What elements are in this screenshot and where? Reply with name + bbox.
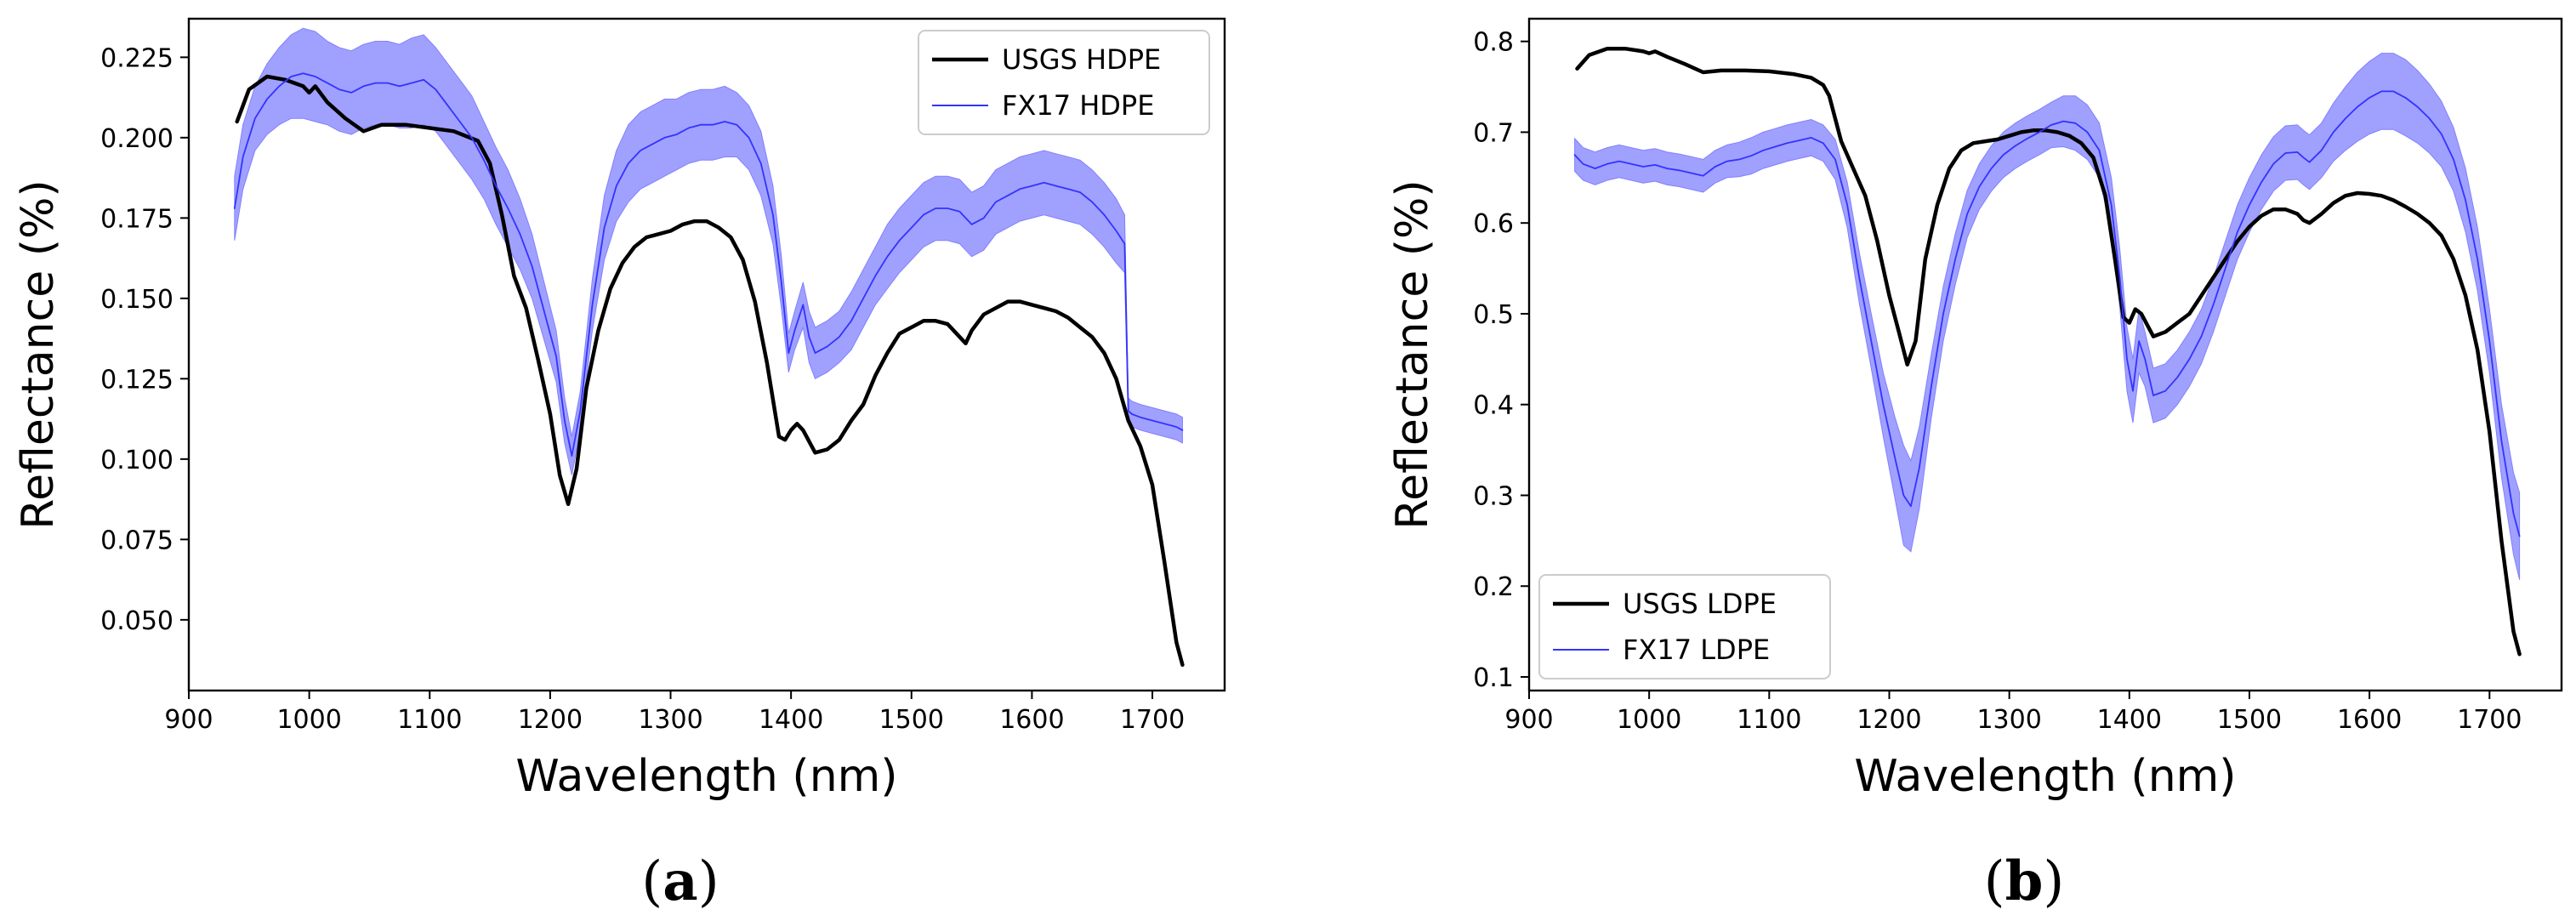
x-tick-label: 1200 <box>1857 705 1921 735</box>
x-tick-label: 1600 <box>2337 705 2402 735</box>
y-tick-label: 0.150 <box>100 285 173 315</box>
x-tick-label: 900 <box>1504 705 1553 735</box>
x-axis-label-a: Wavelength (nm) <box>515 751 897 802</box>
fx17-band-layer-b <box>1574 53 2521 580</box>
chart-panel-a: 900 1000 1100 1200 1300 1400 1500 1600 1700 0.05… <box>13 17 1226 913</box>
x-tick-label: 900 <box>164 705 213 735</box>
axes-frame-a <box>187 17 1226 692</box>
y-axis-label-a: Reflectance (%) <box>13 179 64 529</box>
x-tick-label: 1300 <box>638 705 702 735</box>
y-tick-label: 0.8 <box>1473 28 1514 58</box>
legend-a: USGS HDPE FX17 HDPE <box>918 30 1210 135</box>
legend-label-fx17-hdpe: FX17 HDPE <box>1002 89 1154 122</box>
legend-label-usgs-ldpe: USGS LDPE <box>1623 588 1777 620</box>
x-tick-label: 1600 <box>999 705 1064 735</box>
y-axis-label-b: Reflectance (%) <box>1387 179 1438 529</box>
y-tick-label: 0.225 <box>100 43 173 73</box>
x-tick-label: 1200 <box>518 705 583 735</box>
y-ticks-b: 0.1 0.2 0.3 0.4 0.5 0.6 0.7 0.8 <box>1473 28 1529 693</box>
x-tick-label: 1700 <box>2457 705 2522 735</box>
y-tick-label: 0.3 <box>1473 481 1514 511</box>
axes-frame-b <box>1527 17 2563 692</box>
legend-box-a <box>918 30 1210 135</box>
y-tick-label: 0.6 <box>1473 209 1514 239</box>
x-tick-label: 1100 <box>397 705 462 735</box>
line-layer-a <box>233 72 1185 668</box>
y-tick-label: 0.075 <box>100 526 173 555</box>
y-tick-label: 0.125 <box>100 365 173 395</box>
y-tick-label: 0.5 <box>1473 300 1514 330</box>
x-axis-label-b: Wavelength (nm) <box>1854 751 2236 802</box>
y-tick-label: 0.7 <box>1473 118 1514 148</box>
x-tick-label: 1300 <box>1976 705 2041 735</box>
x-ticks-a: 900 1000 1100 1200 1300 1400 1500 1600 1700 <box>164 691 1185 735</box>
y-tick-label: 0.050 <box>100 606 173 636</box>
x-ticks-b: 900 1000 1100 1200 1300 1400 1500 1600 1700 <box>1504 691 2522 735</box>
x-tick-label: 1100 <box>1737 705 1801 735</box>
y-ticks-a: 0.050 0.075 0.100 0.125 0.150 0.175 0.200 0.225 <box>100 43 189 636</box>
y-tick-label: 0.1 <box>1473 663 1514 693</box>
x-tick-label: 1400 <box>759 705 823 735</box>
x-tick-label: 1000 <box>276 705 341 735</box>
y-tick-label: 0.100 <box>100 446 173 475</box>
band-fx17-ldpe <box>1574 53 2521 580</box>
panel-label-a: (a) <box>641 850 719 913</box>
chart-panel-b: 900 1000 1100 1200 1300 1400 1500 1600 1700 0.10… <box>1387 17 2563 913</box>
x-tick-label: 1000 <box>1617 705 1681 735</box>
y-tick-label: 0.200 <box>100 124 173 154</box>
x-tick-label: 1500 <box>2217 705 2282 735</box>
legend-box-b <box>1538 574 1831 679</box>
y-tick-label: 0.175 <box>100 204 173 234</box>
legend-label-usgs-hdpe: USGS HDPE <box>1002 43 1161 76</box>
panel-label-b: (b) <box>1984 850 2065 913</box>
series-line-fx17-hdpe <box>233 72 1184 457</box>
y-tick-label: 0.2 <box>1473 572 1514 602</box>
series-line-usgs-ldpe <box>1575 46 2522 657</box>
x-tick-label: 1500 <box>879 705 944 735</box>
x-tick-label: 1400 <box>2097 705 2162 735</box>
y-tick-label: 0.4 <box>1473 391 1514 421</box>
legend-b: USGS LDPE FX17 LDPE <box>1538 574 1831 679</box>
line-layer-b <box>1573 46 2522 657</box>
legend-label-fx17-ldpe: FX17 LDPE <box>1623 634 1770 666</box>
x-tick-label: 1700 <box>1120 705 1185 735</box>
series-line-fx17-ldpe <box>1573 90 2521 537</box>
series-line-usgs-hdpe <box>235 74 1185 668</box>
